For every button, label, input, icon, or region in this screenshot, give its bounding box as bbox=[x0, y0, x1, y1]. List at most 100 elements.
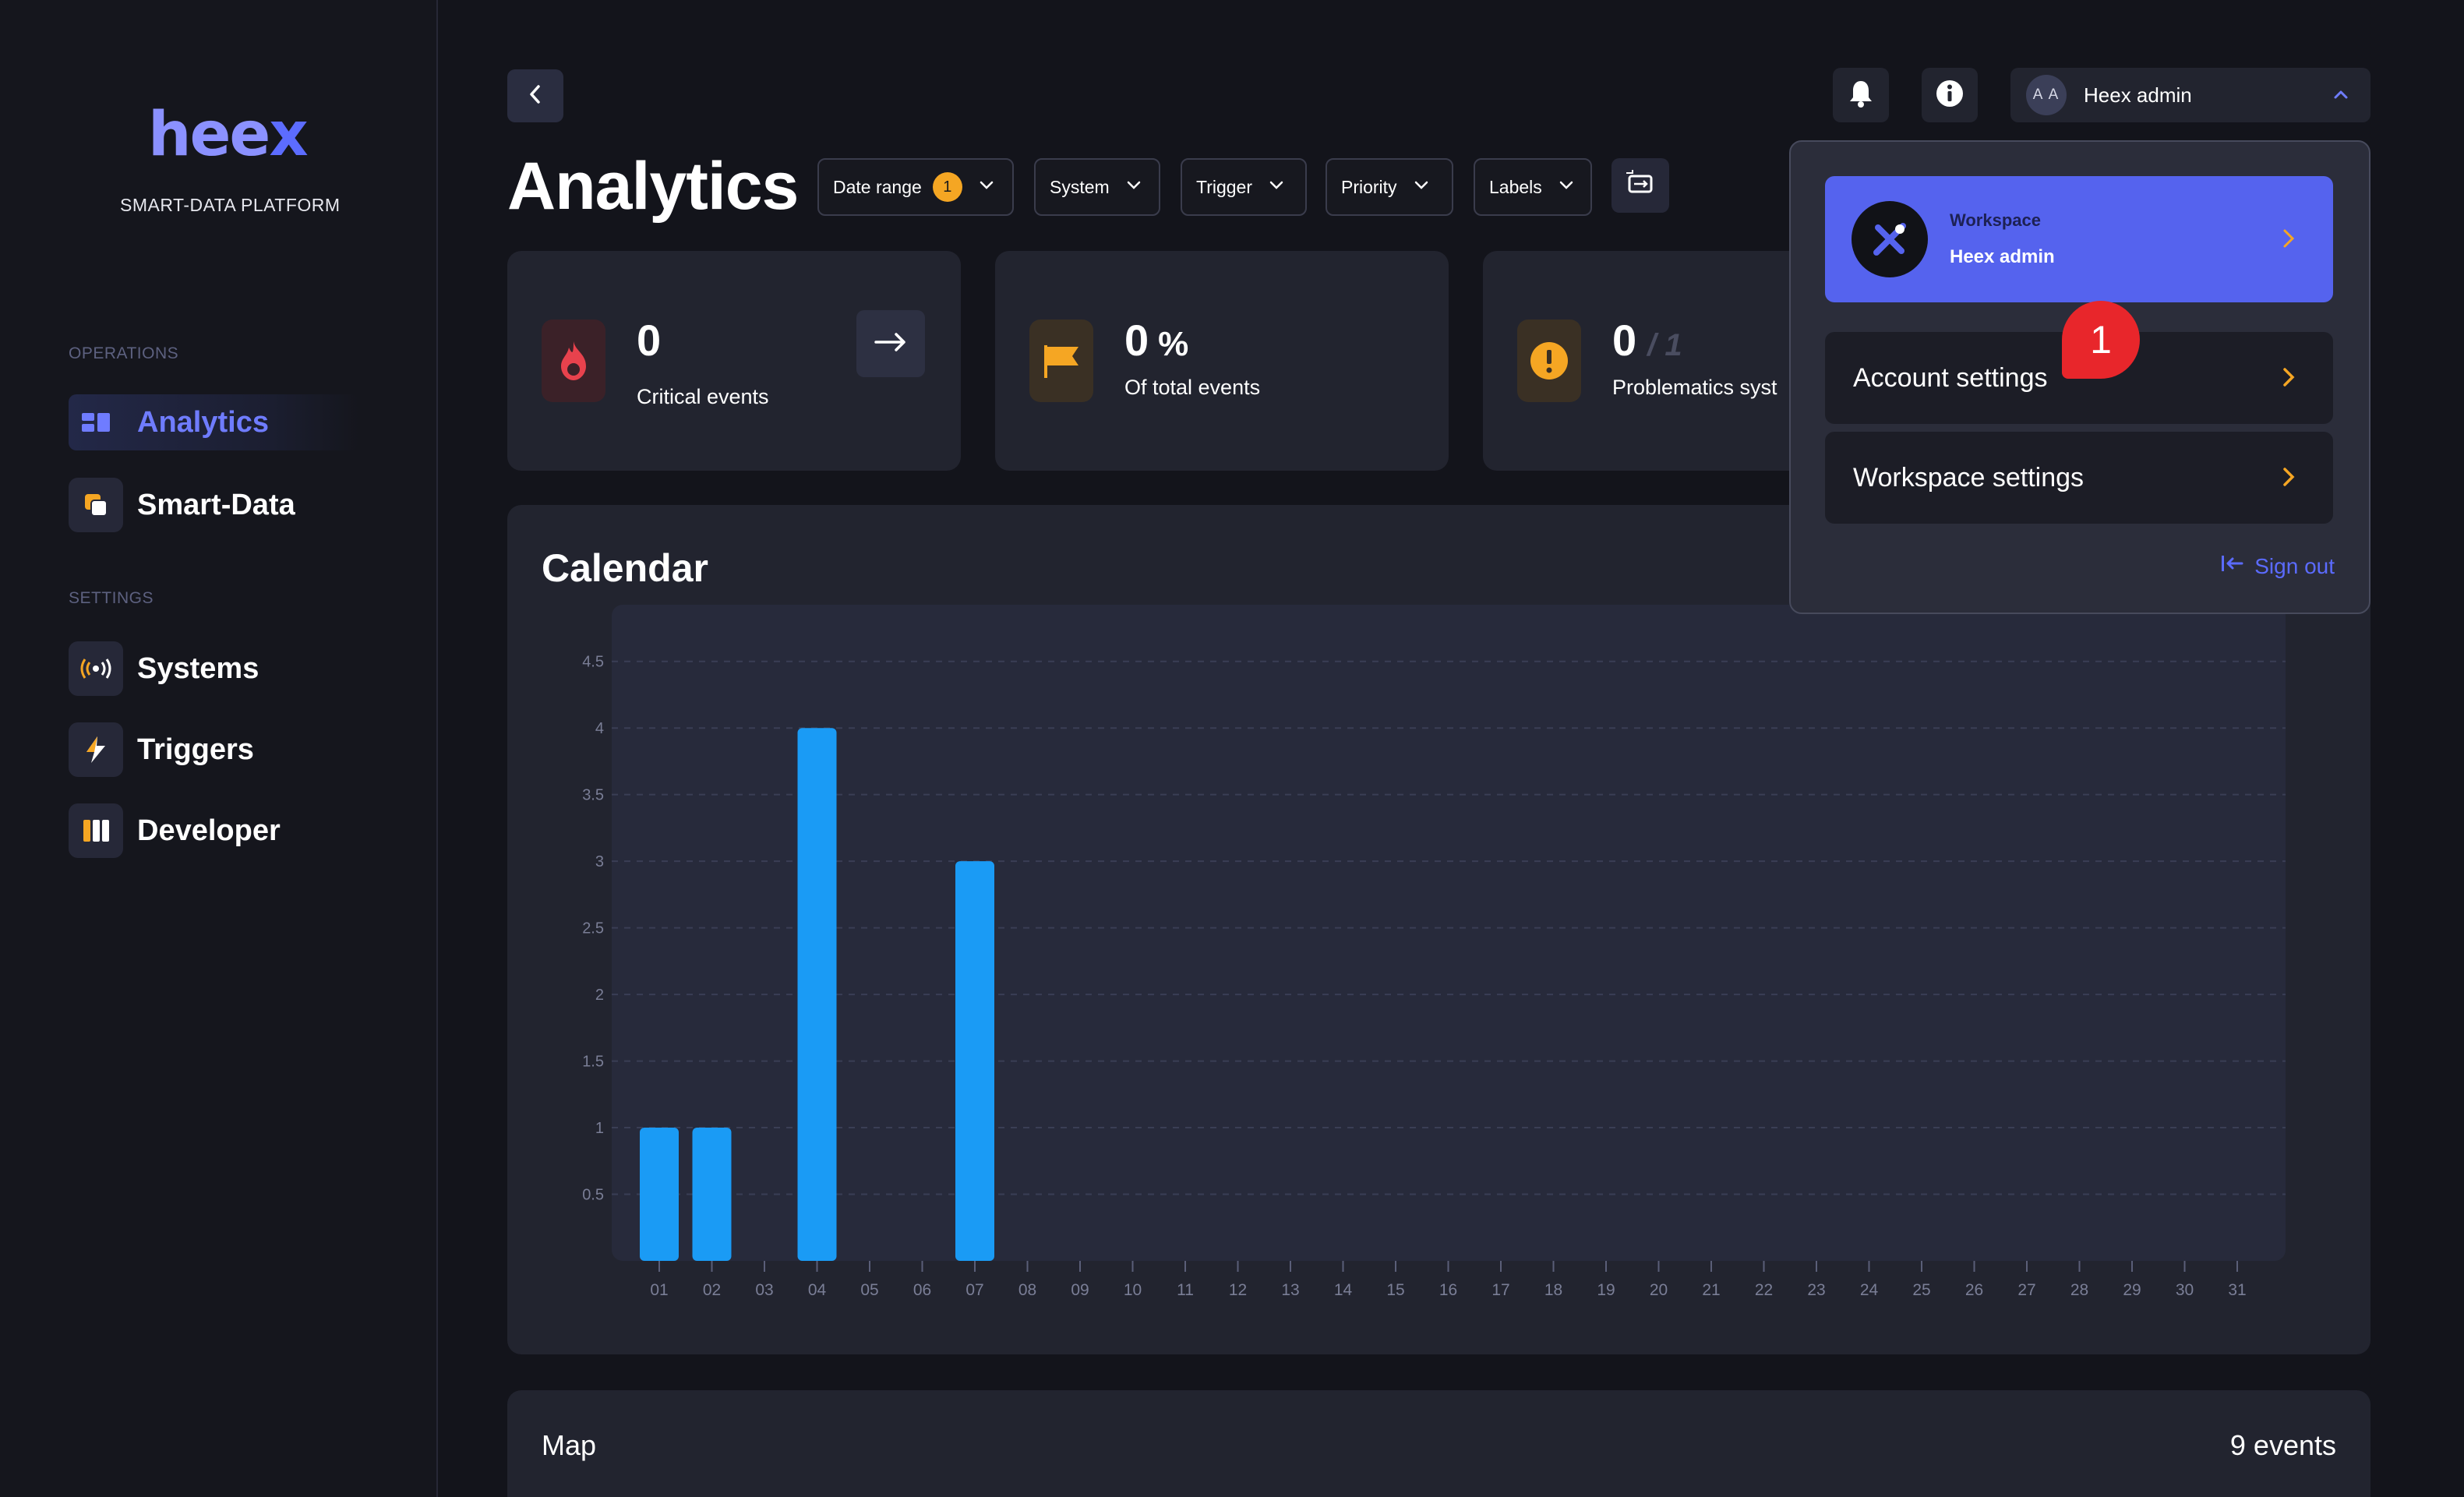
chevron-down-icon bbox=[1125, 176, 1142, 198]
x-tick-label: 19 bbox=[1597, 1281, 1615, 1299]
x-tick-label: 03 bbox=[755, 1281, 773, 1299]
columns-icon bbox=[69, 803, 123, 858]
x-tick-label: 02 bbox=[703, 1281, 721, 1299]
smart-data-icon bbox=[69, 478, 123, 532]
x-tick-label: 07 bbox=[965, 1281, 983, 1299]
filter-label: Trigger bbox=[1196, 176, 1252, 197]
kpi-card-critical-events: 0 Critical events bbox=[507, 251, 961, 471]
chevron-right-icon bbox=[2279, 463, 2299, 498]
platform-tagline: SMART-DATA PLATFORM bbox=[120, 195, 341, 215]
heex-logo[interactable]: heex bbox=[148, 100, 309, 170]
flag-icon bbox=[1029, 320, 1093, 402]
x-tick-label: 14 bbox=[1334, 1281, 1353, 1299]
broadcast-icon bbox=[69, 641, 123, 696]
filter-system[interactable]: System bbox=[1034, 158, 1160, 216]
x-tick-label: 13 bbox=[1281, 1281, 1299, 1299]
chevron-down-icon bbox=[1413, 176, 1430, 198]
filter-label: Labels bbox=[1489, 176, 1542, 197]
calendar-bar-chart: 0.5 1 1.5 2 2.5 3 3.5 4 4.5 01 02 03 04 05 06 07 08 09 10 1… bbox=[582, 605, 2286, 1299]
chevron-left-icon bbox=[528, 83, 543, 109]
x-tick-label: 01 bbox=[650, 1281, 668, 1299]
kpi-card-problematic-systems: 0/ 1 Problematics syst bbox=[1483, 251, 1810, 471]
x-tick-label: 26 bbox=[1965, 1281, 1983, 1299]
filter-count-badge: 1 bbox=[932, 172, 962, 202]
notifications-button[interactable] bbox=[1833, 68, 1889, 122]
y-tick-label: 4 bbox=[595, 720, 604, 737]
bar-day-02[interactable] bbox=[692, 1128, 732, 1261]
workspace-name: Heex admin bbox=[1950, 246, 2055, 267]
sidebar-item-smart-data[interactable]: Smart-Data bbox=[69, 477, 358, 533]
sidebar-item-developer[interactable]: Developer bbox=[69, 803, 358, 859]
x-tick-label: 04 bbox=[808, 1281, 827, 1299]
notification-count-bubble: 1 bbox=[2062, 301, 2140, 379]
sign-out-link[interactable]: Sign out bbox=[2220, 553, 2335, 579]
x-tick-label: 17 bbox=[1491, 1281, 1509, 1299]
settings-section-label: SETTINGS bbox=[69, 589, 154, 607]
sidebar-item-triggers[interactable]: Triggers bbox=[69, 722, 358, 778]
user-name: Heex admin bbox=[2084, 83, 2192, 107]
refresh-button[interactable] bbox=[1611, 158, 1669, 213]
sidebar: heex SMART-DATA PLATFORM OPERATIONS Anal… bbox=[0, 0, 438, 1497]
sidebar-item-systems[interactable]: Systems bbox=[69, 641, 358, 697]
back-button[interactable] bbox=[507, 69, 563, 122]
filter-priority[interactable]: Priority bbox=[1326, 158, 1453, 216]
x-tick-label: 29 bbox=[2123, 1281, 2141, 1299]
chevron-right-icon bbox=[2279, 224, 2299, 256]
y-tick-label: 3.5 bbox=[582, 787, 604, 804]
y-tick-label: 2 bbox=[595, 987, 604, 1004]
info-icon bbox=[1935, 79, 1964, 112]
y-tick-label: 3 bbox=[595, 853, 604, 870]
x-tick-label: 09 bbox=[1071, 1281, 1089, 1299]
kpi-value: 0/ 1 bbox=[1612, 316, 1682, 365]
x-tick-label: 28 bbox=[2070, 1281, 2088, 1299]
x-tick-label: 16 bbox=[1439, 1281, 1457, 1299]
x-tick-label: 15 bbox=[1386, 1281, 1404, 1299]
avatar: A A bbox=[2026, 75, 2067, 115]
x-tick-label: 18 bbox=[1544, 1281, 1562, 1299]
kpi-card-total-events: 0% Of total events bbox=[995, 251, 1449, 471]
x-tick-label: 21 bbox=[1702, 1281, 1720, 1299]
x-tick-label: 25 bbox=[1912, 1281, 1930, 1299]
view-critical-events-button[interactable] bbox=[856, 310, 925, 377]
sidebar-item-analytics[interactable]: Analytics bbox=[69, 394, 358, 450]
sidebar-item-label: Smart-Data bbox=[137, 488, 295, 521]
bar-day-01[interactable] bbox=[640, 1128, 679, 1261]
chevron-right-icon bbox=[2279, 363, 2299, 398]
y-tick-label: 1.5 bbox=[582, 1054, 604, 1071]
kpi-value: 0 bbox=[637, 316, 662, 365]
x-tick-label: 31 bbox=[2228, 1281, 2246, 1299]
kpi-label: Problematics syst bbox=[1612, 376, 1777, 399]
chevron-down-icon bbox=[978, 176, 995, 198]
x-tick-label: 08 bbox=[1018, 1281, 1036, 1299]
filter-label: Priority bbox=[1341, 176, 1397, 197]
filter-date-range[interactable]: Date range 1 bbox=[817, 158, 1014, 216]
sidebar-item-label: Triggers bbox=[137, 733, 254, 766]
chevron-down-icon bbox=[1268, 176, 1285, 198]
x-tick-label: 10 bbox=[1124, 1281, 1142, 1299]
analytics-icon bbox=[69, 395, 123, 450]
bar-day-04[interactable] bbox=[797, 728, 837, 1261]
user-menu-button[interactable]: A A Heex admin bbox=[2010, 68, 2370, 122]
x-tick-label: 23 bbox=[1807, 1281, 1825, 1299]
map-title: Map bbox=[542, 1429, 597, 1461]
workspace-settings-menu-item[interactable]: Workspace settings bbox=[1825, 432, 2333, 524]
filter-labels[interactable]: Labels bbox=[1474, 158, 1592, 216]
sidebar-item-label: Systems bbox=[137, 651, 259, 685]
sign-out-label: Sign out bbox=[2254, 553, 2335, 578]
x-tick-label: 22 bbox=[1755, 1281, 1773, 1299]
filter-trigger[interactable]: Trigger bbox=[1181, 158, 1307, 216]
bar-day-07[interactable] bbox=[955, 861, 994, 1261]
info-button[interactable] bbox=[1922, 68, 1978, 122]
workspace-card[interactable]: Workspace Heex admin bbox=[1825, 176, 2333, 302]
y-tick-label: 4.5 bbox=[582, 654, 604, 671]
x-tick-label: 27 bbox=[2017, 1281, 2035, 1299]
map-event-count: 9 events bbox=[2229, 1429, 2336, 1461]
sidebar-item-label: Analytics bbox=[137, 405, 269, 439]
filter-label: Date range bbox=[833, 176, 922, 197]
chevron-down-icon bbox=[1558, 176, 1575, 198]
calendar-title: Calendar bbox=[542, 546, 708, 590]
chart-plot-background bbox=[612, 605, 2286, 1261]
arrow-right-icon bbox=[873, 330, 909, 358]
flame-icon bbox=[542, 320, 605, 402]
x-tick-label: 06 bbox=[913, 1281, 931, 1299]
